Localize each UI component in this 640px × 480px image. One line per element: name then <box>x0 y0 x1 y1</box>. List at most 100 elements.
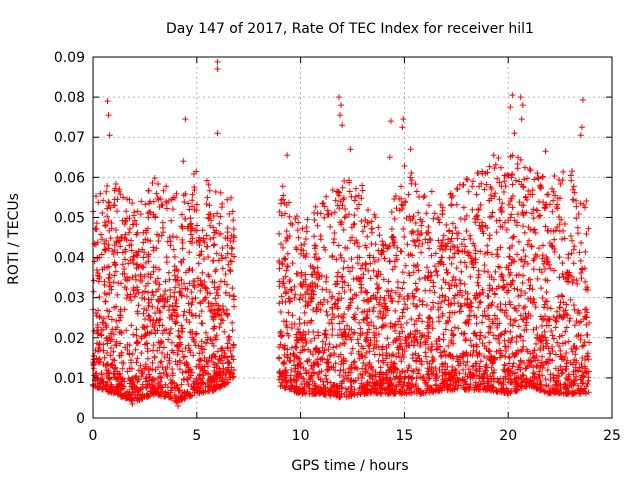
data-point <box>508 211 515 218</box>
data-point <box>166 330 173 337</box>
data-point <box>217 213 224 220</box>
data-point <box>380 242 387 249</box>
data-point <box>155 339 162 346</box>
data-point <box>129 274 136 281</box>
y-axis-label: ROTI / TECUs <box>6 193 22 285</box>
data-point <box>354 336 361 343</box>
data-point <box>110 370 117 377</box>
data-point <box>492 268 499 275</box>
data-point <box>154 275 161 282</box>
data-point <box>111 304 118 311</box>
y-tick-label: 0.06 <box>54 170 85 186</box>
data-point <box>515 271 522 278</box>
data-point <box>195 282 202 289</box>
data-point <box>229 208 236 215</box>
data-point <box>304 216 311 223</box>
x-tick-label: 0 <box>89 428 98 444</box>
data-point <box>167 287 174 294</box>
data-point <box>215 302 222 309</box>
data-point <box>205 211 212 218</box>
data-point <box>137 273 144 280</box>
data-point <box>191 383 198 390</box>
data-point <box>119 383 126 390</box>
data-point <box>122 231 129 238</box>
data-point <box>184 389 191 396</box>
data-point <box>129 381 136 387</box>
data-point <box>198 365 205 372</box>
data-point <box>414 231 421 238</box>
data-point <box>205 303 212 310</box>
data-point <box>178 322 185 329</box>
data-point <box>134 208 141 215</box>
data-point <box>355 201 362 208</box>
data-point <box>190 378 197 385</box>
data-point <box>147 237 154 244</box>
data-point <box>339 184 346 191</box>
data-point <box>334 273 341 280</box>
data-point <box>498 385 505 392</box>
data-point <box>521 360 528 367</box>
data-point <box>283 237 290 244</box>
data-point <box>176 387 183 394</box>
data-point <box>103 291 110 298</box>
data-point <box>189 203 196 210</box>
data-point <box>110 202 117 209</box>
data-point <box>228 194 235 201</box>
data-point <box>106 283 113 290</box>
data-point <box>486 163 493 170</box>
data-point <box>199 350 206 357</box>
data-point <box>212 372 219 379</box>
data-point <box>209 337 216 344</box>
data-point <box>186 307 193 314</box>
data-point <box>100 341 107 348</box>
data-point <box>174 384 181 391</box>
data-point <box>142 236 149 243</box>
data-point <box>276 373 283 380</box>
data-point <box>214 348 221 355</box>
data-point <box>218 345 225 352</box>
data-point <box>187 329 194 336</box>
data-point <box>98 371 105 378</box>
data-point <box>163 199 170 206</box>
data-point <box>135 302 142 309</box>
data-point <box>356 243 363 250</box>
data-point <box>229 327 236 334</box>
data-point <box>176 282 183 289</box>
data-point <box>112 326 119 333</box>
data-point <box>167 377 174 384</box>
data-point <box>125 260 132 267</box>
data-point <box>139 323 146 330</box>
data-point <box>160 291 167 298</box>
data-point <box>106 369 113 376</box>
x-tick-label: 10 <box>292 428 310 444</box>
data-point <box>145 187 152 194</box>
y-tick-label: 0.01 <box>54 371 85 387</box>
data-point <box>176 397 183 404</box>
data-point <box>354 305 361 312</box>
data-point <box>122 256 129 263</box>
data-point <box>187 227 194 234</box>
data-point <box>489 360 496 367</box>
data-point <box>190 282 197 289</box>
data-point <box>181 280 188 287</box>
data-point <box>163 326 170 333</box>
data-point <box>218 252 225 259</box>
data-point <box>303 228 310 235</box>
data-point <box>301 240 308 247</box>
data-point <box>144 210 151 217</box>
data-point <box>341 288 348 295</box>
data-point <box>190 384 197 391</box>
data-point <box>168 311 175 318</box>
data-point <box>343 336 350 343</box>
data-point <box>134 378 141 385</box>
data-point <box>210 224 217 231</box>
data-point <box>219 244 226 251</box>
data-point <box>176 288 183 295</box>
data-point <box>196 390 203 397</box>
data-point <box>542 298 549 305</box>
data-point <box>440 232 447 239</box>
data-point <box>421 193 428 200</box>
data-point <box>130 331 137 338</box>
data-point <box>128 247 135 254</box>
data-point <box>138 373 145 380</box>
